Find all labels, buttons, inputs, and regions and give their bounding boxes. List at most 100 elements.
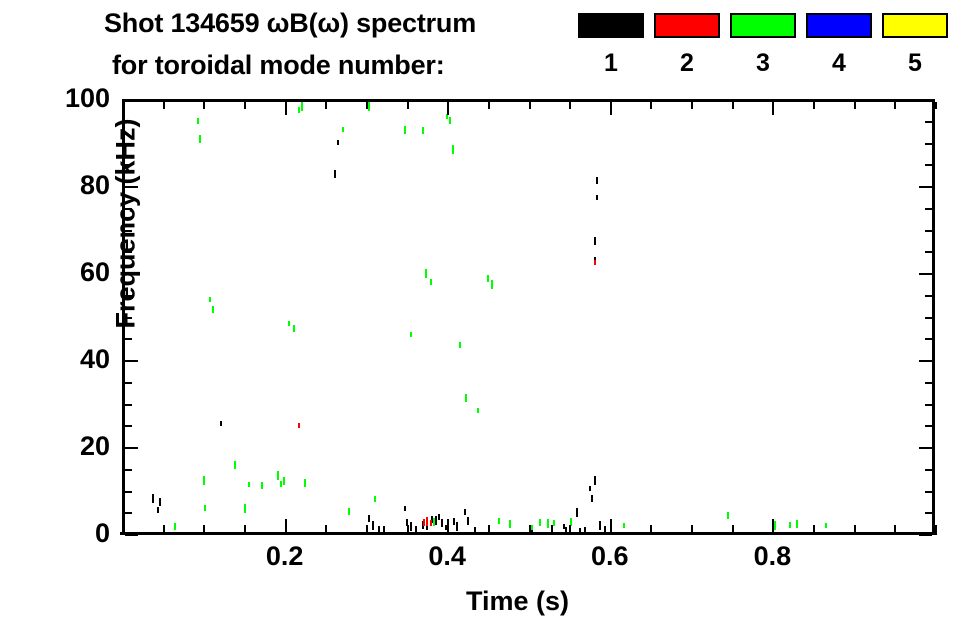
data-mark bbox=[591, 495, 594, 503]
data-mark bbox=[774, 521, 777, 531]
data-mark bbox=[576, 508, 579, 518]
legend-swatch-5 bbox=[882, 13, 948, 38]
x-tick-label-0.4: 0.4 bbox=[428, 541, 466, 571]
y-tick-right-85 bbox=[925, 164, 932, 167]
data-mark bbox=[598, 521, 601, 531]
legend-item-5[interactable]: 5 bbox=[882, 13, 948, 76]
data-mark bbox=[426, 516, 429, 526]
y-tick-right-60 bbox=[919, 273, 932, 275]
y-tick-20 bbox=[125, 447, 138, 449]
x-tick-top-0.15 bbox=[243, 102, 246, 109]
x-tick-label-0.6: 0.6 bbox=[591, 541, 629, 571]
y-tick-5 bbox=[125, 512, 132, 515]
data-mark bbox=[795, 520, 798, 529]
data-mark bbox=[410, 522, 413, 532]
x-tick-top-0.1 bbox=[203, 102, 206, 109]
data-mark bbox=[445, 525, 448, 531]
x-tick-top-0.8 bbox=[772, 102, 775, 115]
x-tick-top-0.6 bbox=[609, 102, 612, 115]
data-mark bbox=[530, 525, 533, 531]
data-mark bbox=[293, 325, 296, 333]
data-mark bbox=[593, 259, 596, 265]
data-mark bbox=[203, 504, 206, 511]
x-tick-top-0.9 bbox=[853, 102, 856, 109]
y-tick-label-80: 80 bbox=[79, 170, 110, 200]
y-tick-30 bbox=[125, 403, 132, 406]
y-tick-right-80 bbox=[919, 186, 932, 188]
x-tick-top-0.95 bbox=[894, 102, 897, 109]
x-tick-top-0.65 bbox=[650, 102, 653, 109]
data-mark bbox=[197, 117, 200, 124]
y-tick-95 bbox=[125, 120, 132, 123]
x-tick-0 bbox=[122, 525, 124, 532]
data-mark bbox=[211, 305, 214, 313]
data-mark bbox=[553, 519, 556, 526]
y-tick-100 bbox=[125, 99, 138, 101]
legend-label-2: 2 bbox=[680, 49, 694, 77]
data-mark bbox=[569, 517, 572, 526]
data-mark bbox=[304, 478, 307, 487]
y-tick-60 bbox=[125, 273, 138, 275]
legend-label-4: 4 bbox=[832, 49, 846, 77]
x-tick-0.1 bbox=[203, 525, 206, 532]
plot-area bbox=[122, 99, 935, 535]
data-mark bbox=[432, 517, 435, 526]
data-mark bbox=[424, 269, 427, 278]
y-tick-right-100 bbox=[919, 99, 932, 101]
legend-label-1: 1 bbox=[604, 49, 618, 77]
data-mark bbox=[260, 481, 263, 489]
x-tick-top-0.2 bbox=[284, 102, 287, 115]
legend-label-5: 5 bbox=[908, 49, 922, 77]
data-mark bbox=[789, 522, 792, 529]
y-tick-right-75 bbox=[925, 207, 932, 210]
legend-swatch-3 bbox=[730, 13, 796, 38]
x-tick-top-0.35 bbox=[406, 102, 409, 109]
data-mark bbox=[563, 524, 566, 530]
data-mark bbox=[367, 102, 370, 111]
y-tick-label-60: 60 bbox=[79, 257, 110, 287]
x-tick-0.55 bbox=[569, 525, 572, 532]
x-tick-top-0.05 bbox=[162, 102, 165, 109]
y-tick-right-10 bbox=[925, 490, 932, 493]
data-mark bbox=[288, 320, 291, 326]
y-tick-0 bbox=[125, 534, 138, 536]
y-tick-right-40 bbox=[919, 360, 932, 362]
data-mark bbox=[421, 127, 424, 135]
data-mark bbox=[341, 127, 344, 133]
data-mark bbox=[429, 278, 432, 285]
data-mark bbox=[584, 526, 587, 535]
y-tick-15 bbox=[125, 468, 132, 471]
y-tick-65 bbox=[125, 251, 132, 254]
data-mark bbox=[538, 518, 541, 526]
y-tick-35 bbox=[125, 381, 132, 384]
data-mark bbox=[445, 114, 448, 120]
legend-item-2[interactable]: 2 bbox=[654, 13, 720, 76]
y-tick-45 bbox=[125, 338, 132, 341]
data-mark bbox=[406, 518, 409, 526]
data-mark bbox=[333, 169, 336, 178]
y-tick-right-20 bbox=[919, 447, 932, 449]
data-mark bbox=[404, 126, 407, 135]
y-tick-80 bbox=[125, 186, 138, 188]
data-mark bbox=[467, 517, 470, 526]
x-tick-0.35 bbox=[406, 525, 409, 532]
data-mark bbox=[348, 508, 351, 516]
data-mark bbox=[283, 476, 286, 485]
data-mark bbox=[297, 423, 300, 429]
data-mark bbox=[623, 523, 626, 529]
data-mark bbox=[244, 503, 247, 513]
y-tick-90 bbox=[125, 142, 132, 145]
y-tick-right-35 bbox=[925, 381, 932, 384]
data-mark bbox=[426, 525, 429, 531]
x-tick-0.95 bbox=[894, 525, 897, 532]
x-tick-top-0.3 bbox=[365, 102, 368, 109]
chart-title-line-1: Shot 134659 ωB(ω) spectrum bbox=[104, 8, 476, 38]
data-mark bbox=[449, 116, 452, 124]
legend-item-4[interactable]: 4 bbox=[806, 13, 872, 76]
data-mark bbox=[233, 461, 236, 470]
data-mark bbox=[452, 145, 455, 155]
data-mark bbox=[367, 514, 370, 522]
legend-item-1[interactable]: 1 bbox=[578, 13, 644, 76]
legend-item-3[interactable]: 3 bbox=[730, 13, 796, 76]
